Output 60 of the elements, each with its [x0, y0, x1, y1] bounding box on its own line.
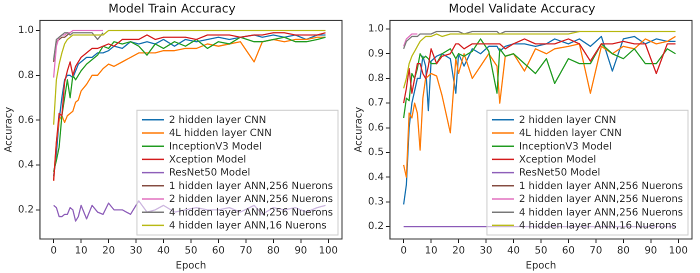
x-tick-label: 100 [318, 246, 338, 257]
x-tick-label: 30 [480, 246, 492, 257]
x-tick-label: 100 [668, 246, 688, 257]
x-tick-label: 30 [130, 246, 142, 257]
x-tick-label: 20 [102, 246, 115, 257]
y-tick-label: 0.3 [368, 196, 384, 208]
y-tick-label: 0.4 [18, 160, 34, 171]
x-tick-label: 40 [507, 246, 520, 257]
legend-label: 4L hidden layer CNN [168, 128, 272, 140]
legend-label: Xception Model [518, 154, 596, 166]
legend-label: ResNet50 Model [518, 168, 600, 179]
x-tick-label: 60 [562, 246, 575, 257]
y-tick-label: 0.5 [368, 147, 384, 158]
x-tick-label: 70 [590, 246, 602, 257]
y-tick-label: 0.6 [18, 114, 34, 126]
x-tick-label: 0 [50, 246, 57, 257]
y-tick-label: 1.0 [18, 25, 34, 36]
legend-label: ResNet50 Model [168, 168, 250, 179]
y-tick-label: 0.7 [368, 98, 384, 109]
legend-label: 4 hidden layer ANN,256 Nuerons [168, 207, 333, 218]
x-tick-label: 70 [240, 246, 252, 257]
legend-label: 2 hidden layer CNN [168, 114, 266, 126]
x-tick-label: 10 [424, 246, 438, 257]
legend-label: 4L hidden layer CNN [518, 128, 622, 140]
y-tick-label: 0.2 [18, 204, 34, 216]
legend-label: 2 hidden layer ANN,256 Nuerons [518, 194, 683, 206]
x-axis-title: Epoch [176, 260, 206, 272]
x-tick-label: 60 [212, 246, 225, 257]
legend-label: 1 hidden layer ANN,256 Nuerons [168, 180, 333, 192]
x-tick-label: 80 [266, 246, 280, 257]
x-tick-label: 90 [644, 246, 658, 257]
x-tick-label: 50 [534, 246, 548, 257]
y-tick-label: 0.8 [368, 73, 384, 84]
y-axis-title: Accuracy [4, 106, 15, 153]
legend-label: InceptionV3 Model [518, 141, 612, 152]
legend-label: Xception Model [168, 154, 246, 166]
x-tick-label: 50 [184, 246, 198, 257]
x-tick-label: 20 [452, 246, 465, 257]
legend-label: 2 hidden layer ANN,256 Nuerons [168, 194, 333, 206]
x-tick-label: 40 [157, 246, 170, 257]
x-tick-label: 10 [74, 246, 88, 257]
legend-label: 4 hidden layer ANN,16 Nuerons [168, 220, 327, 232]
y-tick-label: 0.4 [368, 172, 384, 183]
legend-label: 4 hidden layer ANN,16 Nuerons [518, 220, 677, 232]
x-tick-label: 80 [616, 246, 630, 257]
legend-label: 1 hidden layer ANN,256 Nuerons [518, 180, 683, 192]
x-axis-title: Epoch [526, 260, 556, 272]
y-axis-title: Accuracy [354, 106, 365, 153]
chart-title: Model Train Accuracy [108, 1, 236, 16]
y-tick-label: 0.9 [368, 48, 384, 60]
y-tick-label: 0.2 [368, 221, 384, 232]
y-tick-label: 0.8 [18, 70, 34, 81]
y-tick-label: 1.0 [368, 24, 384, 35]
x-tick-label: 0 [400, 246, 407, 257]
legend-label: 4 hidden layer ANN,256 Nuerons [518, 207, 683, 218]
legend-label: 2 hidden layer CNN [518, 114, 616, 126]
legend-label: InceptionV3 Model [168, 141, 262, 152]
x-tick-label: 90 [294, 246, 308, 257]
y-tick-label: 0.6 [368, 122, 384, 134]
chart-title: Model Validate Accuracy [448, 1, 596, 16]
